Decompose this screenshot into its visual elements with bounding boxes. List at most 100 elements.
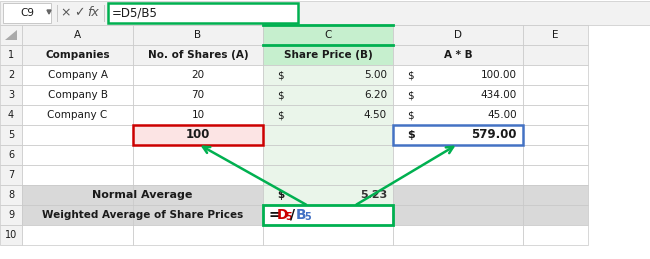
Text: /: /	[290, 208, 295, 222]
Text: 579.00: 579.00	[471, 128, 517, 141]
Bar	[523, 45, 588, 65]
Bar	[0, 85, 22, 105]
Text: Companies: Companies	[46, 50, 110, 60]
Bar	[0, 1, 650, 25]
Bar	[133, 25, 263, 45]
Bar	[133, 125, 263, 145]
Bar	[263, 45, 393, 65]
Bar	[523, 225, 588, 245]
Bar	[133, 45, 263, 65]
Bar	[523, 85, 588, 105]
Text: A * B: A * B	[444, 50, 473, 60]
Bar	[133, 85, 263, 105]
Bar	[0, 65, 22, 85]
Text: =D5/B5: =D5/B5	[112, 6, 158, 19]
Bar	[393, 125, 523, 145]
Text: 5.23: 5.23	[359, 190, 387, 200]
Text: $: $	[277, 110, 283, 120]
Bar	[393, 85, 523, 105]
Text: $: $	[277, 90, 283, 100]
Bar	[393, 145, 523, 165]
Text: Weighted Average of Share Prices: Weighted Average of Share Prices	[42, 210, 243, 220]
Text: $: $	[277, 70, 283, 80]
Bar	[22, 125, 133, 145]
Bar	[0, 25, 22, 45]
Bar	[0, 205, 22, 225]
Bar	[523, 165, 588, 185]
Bar	[263, 225, 393, 245]
Text: 3: 3	[8, 90, 14, 100]
Bar	[3, 3, 51, 23]
Bar	[263, 165, 393, 185]
Bar	[22, 45, 133, 65]
Text: 5: 5	[8, 130, 14, 140]
Text: $: $	[277, 190, 284, 200]
Text: 20: 20	[192, 70, 205, 80]
Bar	[393, 105, 523, 125]
Bar	[0, 185, 22, 205]
Text: Share Price (B): Share Price (B)	[283, 50, 372, 60]
Bar	[523, 25, 588, 45]
Text: ✓: ✓	[73, 6, 84, 19]
Bar	[393, 205, 523, 225]
Text: 6.20: 6.20	[364, 90, 387, 100]
Bar	[523, 65, 588, 85]
Text: Company A: Company A	[47, 70, 107, 80]
Text: 45.00: 45.00	[488, 110, 517, 120]
Bar	[523, 205, 588, 225]
Bar	[133, 65, 263, 85]
Bar	[263, 145, 393, 165]
Text: 10: 10	[192, 110, 205, 120]
Text: $: $	[407, 110, 413, 120]
Text: C: C	[324, 30, 332, 40]
Bar	[22, 85, 133, 105]
Text: 100: 100	[186, 128, 210, 141]
Text: 2: 2	[8, 70, 14, 80]
Text: $: $	[407, 130, 415, 140]
Bar	[393, 185, 523, 205]
Text: Company B: Company B	[47, 90, 107, 100]
Bar	[393, 165, 523, 185]
Bar	[263, 185, 393, 205]
Text: 10: 10	[5, 230, 17, 240]
Bar	[393, 65, 523, 85]
Bar	[523, 145, 588, 165]
Bar	[0, 45, 22, 65]
Bar	[523, 185, 588, 205]
Bar	[133, 165, 263, 185]
Polygon shape	[47, 10, 51, 14]
Text: 8: 8	[8, 190, 14, 200]
Text: Company C: Company C	[47, 110, 108, 120]
Bar	[0, 225, 22, 245]
Text: No. of Shares (A): No. of Shares (A)	[148, 50, 248, 60]
Bar	[0, 165, 22, 185]
Bar	[263, 65, 393, 85]
Bar	[22, 25, 133, 45]
Text: 9: 9	[8, 210, 14, 220]
Bar	[393, 225, 523, 245]
Bar	[22, 145, 133, 165]
Text: A: A	[74, 30, 81, 40]
Bar	[22, 185, 263, 205]
Text: B: B	[194, 30, 202, 40]
Text: 5.00: 5.00	[364, 70, 387, 80]
Text: 434.00: 434.00	[481, 90, 517, 100]
Text: 5: 5	[285, 212, 292, 222]
Bar	[523, 125, 588, 145]
Polygon shape	[5, 30, 17, 40]
Bar	[263, 125, 393, 145]
Bar	[263, 85, 393, 105]
Text: E: E	[552, 30, 559, 40]
Bar	[263, 105, 393, 125]
Bar	[0, 145, 22, 165]
Text: fx: fx	[87, 6, 99, 19]
Text: 5: 5	[304, 212, 311, 222]
Text: C9: C9	[20, 8, 34, 18]
Text: 4: 4	[8, 110, 14, 120]
Bar	[22, 65, 133, 85]
Text: 6: 6	[8, 150, 14, 160]
Text: =: =	[268, 208, 280, 222]
Text: B: B	[296, 208, 307, 222]
Bar	[133, 145, 263, 165]
Text: $: $	[407, 90, 413, 100]
